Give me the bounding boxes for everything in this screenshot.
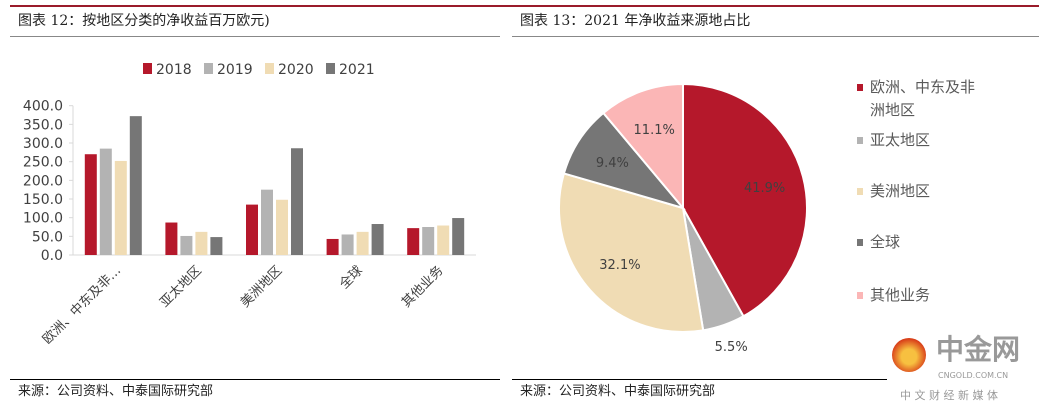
pie-data-label: 11.1% (634, 123, 675, 138)
legend-swatch (857, 292, 863, 299)
bar-2019 (180, 235, 193, 255)
y-tick-label: 400.0 (23, 99, 63, 115)
y-tick-label: 300.0 (23, 136, 63, 152)
bar-2020 (437, 225, 450, 255)
pie-data-label: 5.5% (715, 340, 748, 355)
legend-swatch (857, 137, 863, 144)
bar-2021 (291, 148, 303, 255)
logo-tagline: 中 文 财 经 新 媒 体 (900, 389, 998, 402)
bar-2018 (165, 222, 178, 255)
bar-2020 (356, 231, 369, 255)
top-rule (10, 5, 1039, 7)
legend-label: 洲地区 (870, 101, 915, 119)
bar-2020 (195, 231, 208, 255)
legend-swatch (143, 63, 152, 74)
legend-label: 2018 (156, 62, 192, 78)
x-tick-label: 亚太地区 (157, 263, 204, 310)
legend-label: 亚太地区 (870, 131, 930, 149)
y-tick-label: 250.0 (23, 155, 63, 171)
bar-2020 (276, 199, 288, 255)
title-divider (10, 36, 500, 37)
x-tick-label: 美洲地区 (238, 263, 285, 310)
legend-label: 2019 (217, 62, 253, 78)
y-tick-label: 100.0 (23, 211, 63, 227)
legend-swatch (857, 84, 863, 91)
x-tick-label: 全球 (336, 263, 366, 293)
bar-2021 (371, 224, 384, 255)
bar-2021 (210, 237, 223, 255)
left-source: 来源：公司资料、中泰国际研究部 (18, 384, 214, 399)
logo-domain: CNGOLD.COM.CN (938, 371, 1009, 380)
legend-label: 2021 (339, 62, 375, 78)
bar-2018 (407, 228, 420, 255)
footer-divider (10, 379, 500, 380)
legend-label: 欧洲、中东及非 (870, 78, 975, 96)
watermark-logo: 中金网 CNGOLD.COM.CN 中 文 财 经 新 媒 体 (892, 334, 1047, 410)
legend-swatch (857, 188, 863, 195)
bar-2018 (246, 204, 258, 255)
bar-2019 (99, 148, 112, 255)
legend-label: 美洲地区 (870, 182, 930, 200)
bar-2019 (422, 227, 435, 255)
logo-name: 中金网 (936, 333, 1021, 366)
logo-icon (892, 338, 926, 372)
right-chart-title: 图表 13：2021 年净收益来源地占比 (520, 13, 751, 29)
legend-swatch (857, 239, 863, 246)
title-divider (512, 36, 1039, 37)
footer-divider (512, 379, 887, 380)
y-tick-label: 0.0 (41, 248, 63, 264)
y-tick-label: 200.0 (23, 173, 63, 189)
pie-slice (682, 82, 808, 318)
bar-2018 (326, 238, 339, 255)
pie-data-label: 32.1% (599, 258, 640, 273)
bar-2019 (261, 189, 273, 255)
bar-2021 (452, 218, 465, 255)
pie-data-label: 41.9% (744, 181, 785, 196)
x-tick-label: 欧洲、中东及非… (40, 263, 124, 347)
left-chart-title: 图表 12：按地区分类的净收益百万欧元) (18, 13, 270, 29)
y-tick-label: 350.0 (23, 117, 63, 133)
bar-2019 (341, 234, 354, 255)
pie-slice (558, 172, 705, 333)
right-source: 来源：公司资料、中泰国际研究部 (520, 384, 716, 399)
pie-data-label: 9.4% (596, 156, 629, 171)
x-tick-label: 其他业务 (398, 263, 446, 311)
legend-label: 其他业务 (870, 286, 930, 304)
legend-swatch (204, 63, 213, 74)
bar-2021 (129, 116, 142, 255)
y-tick-label: 50.0 (32, 229, 63, 245)
y-tick-label: 150.0 (23, 192, 63, 208)
bar-2020 (114, 160, 127, 255)
legend-label: 2020 (278, 62, 314, 78)
legend-swatch (326, 63, 335, 74)
pie-slice (601, 82, 684, 211)
legend-label: 全球 (870, 233, 900, 251)
bar-2018 (84, 154, 97, 255)
legend-swatch (265, 63, 274, 74)
